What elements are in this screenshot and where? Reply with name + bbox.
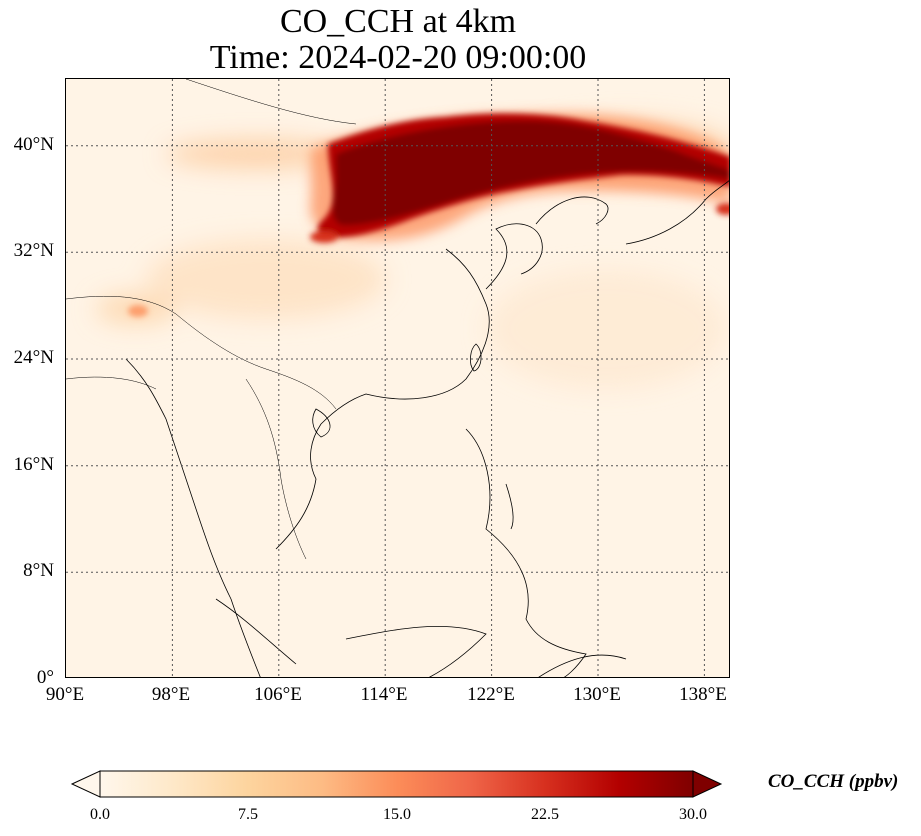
lat-tick-label: 24°N — [13, 347, 54, 368]
colorbar-tick-label: 15.0 — [383, 806, 411, 823]
gridlines — [66, 79, 729, 677]
lon-tick-label: 130°E — [573, 684, 621, 705]
colorbar-gradient — [99, 770, 694, 798]
lon-tick-label: 98°E — [151, 684, 191, 705]
lat-tick-label: 32°N — [13, 240, 54, 261]
colorbar-label: CO_CCH (ppbv) — [768, 771, 899, 792]
co-plume-core — [128, 113, 729, 317]
lat-tick-label: 8°N — [23, 560, 54, 581]
lat-tick-label: 16°N — [13, 454, 54, 475]
map-title: CO_CCH at 4km — [279, 3, 517, 40]
map-canvas — [66, 79, 729, 677]
colorbar-tick-label: 30.0 — [679, 806, 707, 823]
colorbar-tick-label: 22.5 — [531, 806, 559, 823]
colorbar — [70, 770, 723, 798]
colorbar-tick-label: 0.0 — [90, 806, 110, 823]
colorbar-extend-low — [70, 770, 101, 798]
lon-tick-label: 90°E — [45, 684, 85, 705]
colorbar-extend-high — [692, 770, 723, 798]
lon-tick-label: 114°E — [360, 684, 408, 705]
lon-tick-label: 122°E — [467, 684, 515, 705]
coastlines — [125, 180, 729, 677]
lon-tick-label: 106°E — [254, 684, 302, 705]
colorbar-tick-label: 7.5 — [238, 806, 258, 823]
map-area[interactable] — [65, 78, 730, 678]
lat-tick-label: 0° — [36, 667, 54, 688]
map-subtitle-time: Time: 2024-02-20 09:00:00 — [209, 39, 587, 76]
lat-tick-label: 40°N — [13, 134, 54, 155]
country-borders — [66, 79, 357, 560]
lon-tick-label: 138°E — [679, 684, 727, 705]
